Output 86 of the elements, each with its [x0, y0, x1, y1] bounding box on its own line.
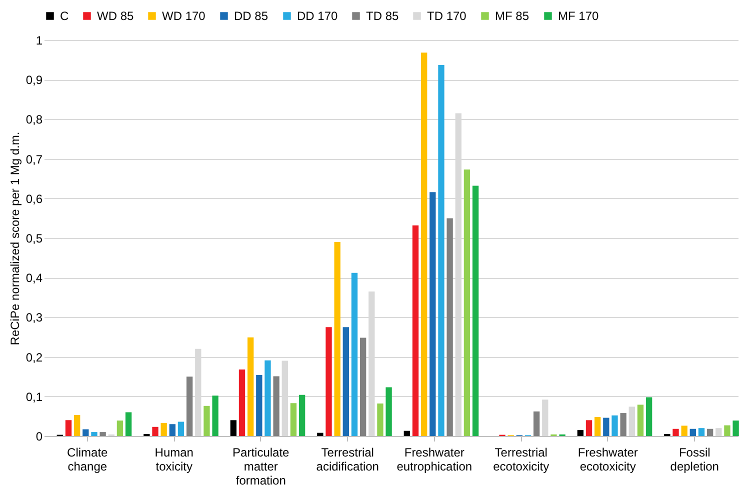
bar [430, 192, 436, 436]
bar [212, 396, 218, 436]
bar [82, 429, 89, 436]
bar [603, 418, 610, 436]
bar [247, 337, 254, 436]
legend-label: MF 170 [558, 9, 600, 23]
bar [178, 422, 184, 436]
bar [420, 52, 428, 436]
bar [326, 327, 332, 436]
y-tick-label: 0,9 [26, 73, 43, 88]
x-tick-label: Freshwater ecotoxicity [578, 446, 638, 474]
bar [716, 428, 722, 436]
bar [290, 403, 297, 436]
bar [681, 426, 688, 436]
bar [100, 432, 106, 436]
bar [230, 420, 237, 436]
bar [273, 376, 280, 436]
bar [116, 420, 124, 436]
y-tick-label: 0,3 [26, 310, 43, 325]
bar [706, 428, 714, 436]
bar [74, 415, 80, 436]
x-tick-label: Freshwater eutrophication [396, 446, 472, 474]
bar [698, 428, 705, 436]
bar [724, 425, 730, 436]
legend-label: WD 85 [97, 9, 134, 23]
bar [204, 406, 210, 436]
legend-label: WD 170 [162, 9, 206, 23]
bar [464, 169, 470, 436]
bar [672, 428, 679, 436]
bar [160, 422, 167, 436]
y-tick-label: 1 [36, 34, 43, 48]
bar [438, 64, 444, 436]
x-tick-label: Climate change [67, 446, 108, 474]
bar [342, 327, 349, 436]
y-tick-label: 0,6 [26, 192, 43, 206]
x-tick-label: Human toxicity [154, 446, 194, 474]
bar [612, 415, 618, 436]
bar [637, 404, 644, 436]
y-tick-label: 0,5 [26, 232, 43, 246]
bar [586, 420, 592, 436]
y-tick-label: 0,4 [26, 271, 43, 286]
bar [334, 242, 340, 436]
bar [577, 430, 584, 436]
bar [351, 272, 358, 436]
bar [690, 428, 696, 436]
bar [360, 338, 366, 436]
bar [542, 400, 548, 436]
bar [472, 186, 479, 436]
legend-label: C [60, 9, 69, 23]
bar [91, 432, 98, 436]
bar [65, 420, 72, 436]
y-tick-label: 0,7 [26, 152, 43, 166]
bar [628, 406, 635, 436]
bar [298, 394, 306, 436]
bar [256, 375, 262, 436]
bar [317, 432, 324, 436]
y-tick-label: 0,1 [26, 390, 43, 404]
x-tick-label: Terrestrial acidification [316, 446, 379, 474]
bar [620, 413, 626, 436]
y-tick-label: 0,8 [26, 112, 43, 127]
bar [152, 426, 158, 436]
y-tick-label: 0,2 [26, 350, 43, 364]
x-tick-label: Terrestrial ecotoxicity [493, 446, 550, 474]
legend-label: MF 85 [495, 9, 530, 23]
legend-label: TD 170 [427, 9, 467, 23]
x-tick-label: Particulate matter formation [232, 446, 290, 488]
bar [377, 404, 384, 436]
x-tick-label: Fossil depletion [670, 446, 719, 474]
bar [594, 416, 601, 436]
legend-label: TD 85 [366, 9, 400, 23]
y-tick-label: 0 [36, 430, 43, 444]
legend-label: DD 85 [234, 9, 268, 23]
bar [386, 387, 392, 436]
bar [732, 420, 739, 436]
bar [533, 411, 540, 436]
legend-label: DD 170 [297, 9, 338, 23]
bar [125, 412, 132, 436]
bar [169, 424, 176, 436]
bar [186, 376, 193, 436]
bar [264, 360, 271, 436]
bar [646, 397, 652, 436]
bar [238, 369, 246, 436]
y-axis-title: ReCiPe normalized score per 1 Mg d.m. [8, 132, 22, 346]
bar [446, 218, 453, 436]
bar [412, 225, 419, 436]
bar [404, 430, 410, 436]
